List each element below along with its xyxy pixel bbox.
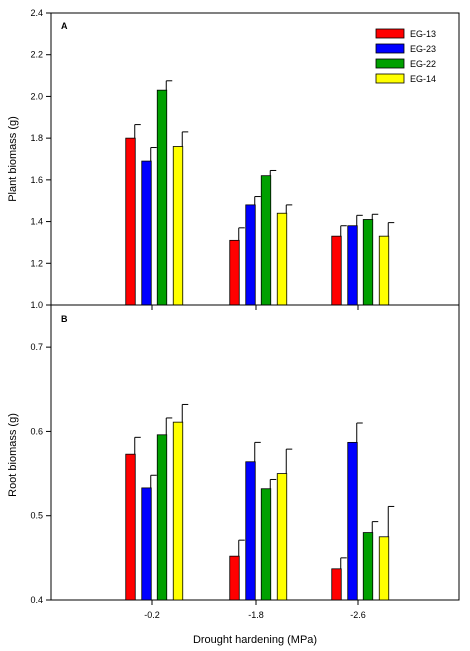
bar: [378, 536, 390, 601]
bar: [156, 89, 168, 306]
bar: [331, 235, 342, 306]
legend: EG-13 EG-23 EG-22 EG-14: [375, 28, 436, 84]
bar: [331, 568, 342, 601]
bar: [172, 146, 184, 306]
bar: [245, 461, 256, 601]
bar: [347, 225, 358, 306]
bar: [276, 473, 288, 601]
bar: [245, 204, 256, 306]
x-tick-group: -0.2 -1.8 -2.6: [144, 600, 366, 620]
legend-swatch: [375, 58, 405, 69]
x-tick-label: -0.2: [144, 610, 160, 620]
y-tick-group: 0.4 0.5 0.6 0.7: [30, 342, 51, 605]
y-tick-label: 2.4: [30, 8, 43, 18]
bar: [125, 453, 136, 601]
bar: [141, 487, 152, 601]
y-tick-label: 1.2: [30, 258, 43, 268]
y-tick-label: 0.7: [30, 342, 43, 352]
legend-label: EG-23: [410, 44, 436, 54]
legend-swatch: [375, 73, 405, 84]
bar: [378, 235, 390, 306]
bar: [229, 239, 240, 306]
panel-label: B: [61, 314, 68, 324]
y-tick-label: 0.5: [30, 511, 43, 521]
x-tick-label: -2.6: [350, 610, 366, 620]
bar-group: [125, 403, 395, 601]
y-tick-label: 1.4: [30, 217, 43, 227]
x-tick-label: -1.8: [248, 610, 264, 620]
y-tick-label: 0.6: [30, 426, 43, 436]
legend-label: EG-22: [410, 59, 436, 69]
y-tick-label: 0.4: [30, 595, 43, 605]
bar: [260, 175, 272, 306]
y-tick-label: 2.2: [30, 50, 43, 60]
bar: [172, 421, 184, 601]
bar: [362, 219, 374, 306]
panel-a-plant-biomass: A Plant biomass (g) 1.0 1.2 1.4 1.6 1.8 2.0 2.…: [7, 8, 460, 310]
bar: [362, 532, 374, 601]
legend-label: EG-13: [410, 29, 436, 39]
panel-b-root-biomass: B Root biomass (g) 0.4 0.5 0.6 0.7 -0.2 -1.8…: [7, 304, 460, 646]
bar: [276, 212, 288, 306]
x-axis-label: Drought hardening (MPa): [193, 634, 317, 646]
y-tick-group: 1.0 1.2 1.4 1.6 1.8 2.0 2.2 2.4: [30, 8, 359, 310]
bar: [141, 160, 152, 306]
bar: [347, 441, 358, 601]
y-axis-label: Root biomass (g): [7, 413, 19, 497]
bar: [125, 137, 136, 306]
legend-label: EG-14: [410, 74, 436, 84]
bar: [156, 434, 168, 601]
legend-swatch: [375, 43, 405, 54]
bar-group: [125, 80, 395, 306]
panel-label: A: [61, 21, 68, 31]
y-tick-label: 2.0: [30, 91, 43, 101]
y-tick-label: 1.6: [30, 175, 43, 185]
legend-swatch: [375, 28, 405, 39]
bar: [260, 488, 272, 601]
y-tick-label: 1.0: [30, 300, 43, 310]
y-axis-label: Plant biomass (g): [7, 116, 19, 202]
y-tick-label: 1.8: [30, 133, 43, 143]
bar: [229, 555, 240, 601]
